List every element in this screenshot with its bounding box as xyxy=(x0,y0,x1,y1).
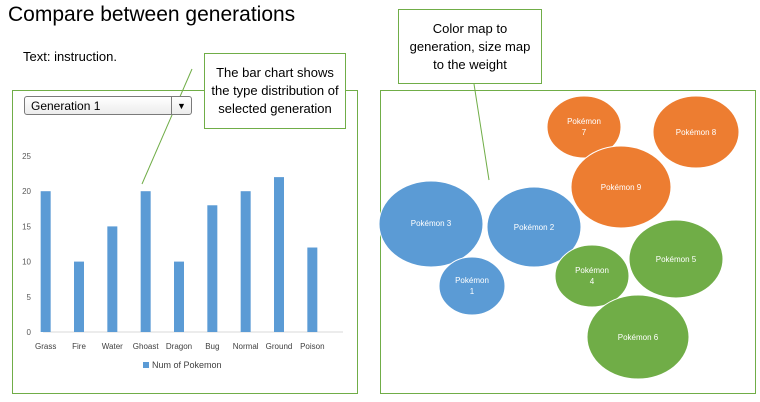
bar-chart-panel xyxy=(12,90,358,394)
y-tick-label: 15 xyxy=(22,222,31,231)
bubble-label: Pokémon 4 xyxy=(575,266,609,286)
bubble-label: Pokémon 7 xyxy=(567,117,601,137)
bubble-label: Pokémon 2 xyxy=(514,223,555,232)
x-tick-label: Dragon xyxy=(166,342,192,351)
instruction-text: Text: instruction. xyxy=(23,49,117,64)
x-tick-label: Fire xyxy=(72,342,86,351)
bubble-pokemon-7[interactable]: Pokémon 7 xyxy=(546,95,622,159)
y-tick-label: 0 xyxy=(27,328,32,337)
bubble-pokemon-3[interactable]: Pokémon 3 xyxy=(378,180,484,268)
bubble-pokemon-4[interactable]: Pokémon 4 xyxy=(554,244,630,308)
x-tick-label: Bug xyxy=(205,342,219,351)
bar-chart-callout: The bar chart shows the type distributio… xyxy=(204,53,346,129)
bar-chart: 0 5 10 15 20 25 Grass Fire Water Ghoast Dragon Bug… xyxy=(22,152,343,370)
y-tick-label: 5 xyxy=(27,293,32,302)
bar xyxy=(274,177,284,332)
y-tick-label: 20 xyxy=(22,187,31,196)
x-tick-label: Ground xyxy=(266,342,293,351)
x-tick-label: Poison xyxy=(300,342,324,351)
callout-right-connector xyxy=(473,83,490,181)
bubble-label: Pokémon 5 xyxy=(656,255,697,264)
x-tick-label: Water xyxy=(102,342,123,351)
generation-dropdown[interactable]: Generation 1 ▼ xyxy=(24,96,192,115)
bubble-pokemon-8[interactable]: Pokémon 8 xyxy=(652,95,740,169)
x-tick-label: Ghoast xyxy=(133,342,160,351)
x-tick-label: Normal xyxy=(233,342,259,351)
bar xyxy=(240,191,251,332)
bubble-pokemon-5[interactable]: Pokémon 5 xyxy=(628,219,724,299)
bubble-label: Pokémon 9 xyxy=(601,183,642,192)
y-tick-label: 10 xyxy=(22,258,31,267)
callout-left-connector xyxy=(141,68,193,185)
bar xyxy=(40,191,51,332)
bar xyxy=(140,191,151,332)
bar xyxy=(74,261,84,332)
bubble-label: Pokémon 8 xyxy=(676,128,717,137)
chevron-down-icon[interactable]: ▼ xyxy=(171,97,191,114)
bar xyxy=(207,205,218,332)
bubble-label: Pokémon 6 xyxy=(618,333,659,342)
bubble-pokemon-1[interactable]: Pokémon 1 xyxy=(438,256,506,316)
legend-swatch xyxy=(143,362,149,368)
bubble-chart-callout: Color map to generation, size map to the… xyxy=(398,9,542,84)
bubble-label: Pokémon 1 xyxy=(455,276,489,296)
bubble-pokemon-6[interactable]: Pokémon 6 xyxy=(586,294,690,380)
bubble-chart-panel xyxy=(380,90,756,394)
bar xyxy=(107,226,118,332)
bubble-pokemon-2[interactable]: Pokémon 2 xyxy=(486,186,582,268)
page-title: Compare between generations xyxy=(8,3,296,26)
x-tick-label: Grass xyxy=(35,342,56,351)
bar xyxy=(174,261,184,332)
bubble-pokemon-9[interactable]: Pokémon 9 xyxy=(570,145,672,229)
legend-label: Num of Pokemon xyxy=(152,360,222,370)
bubble-label: Pokémon 3 xyxy=(411,219,452,228)
generation-dropdown-value: Generation 1 xyxy=(31,99,101,113)
y-tick-label: 25 xyxy=(22,152,31,161)
bar xyxy=(307,247,318,332)
